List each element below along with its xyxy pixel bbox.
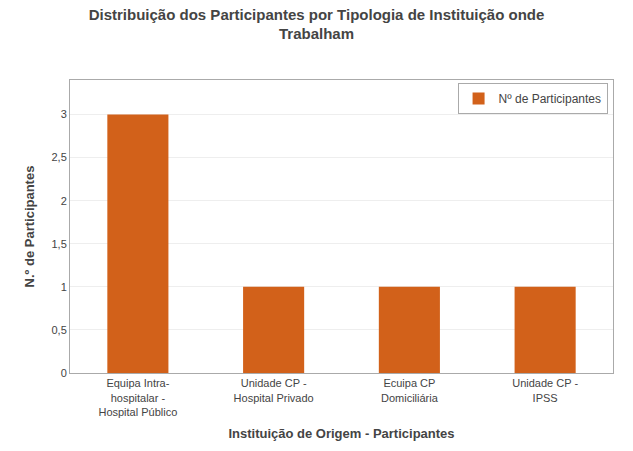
svg-text:0,5: 0,5 (52, 324, 67, 336)
svg-text:Distribuição dos Participantes: Distribuição dos Participantes por Tipol… (89, 6, 545, 43)
svg-text:Equipa Intra-hospitalar -Hospi: Equipa Intra-hospitalar -Hospital Públic… (98, 377, 177, 418)
svg-text:Ecuipa CPDomiciliária: Ecuipa CPDomiciliária (381, 377, 439, 403)
svg-text:N.º de Participantes: N.º de Participantes (22, 166, 37, 288)
svg-text:0: 0 (61, 367, 67, 379)
svg-text:1,5: 1,5 (52, 238, 67, 250)
svg-text:2: 2 (61, 195, 67, 207)
svg-text:2,5: 2,5 (52, 151, 67, 163)
svg-text:1: 1 (61, 281, 67, 293)
svg-text:Instituição de Origem - Partic: Instituição de Origem - Participantes (228, 426, 454, 441)
svg-text:Unidade CP -Hospital Privado: Unidade CP -Hospital Privado (234, 377, 314, 403)
svg-text:Unidade CP -IPSS: Unidade CP -IPSS (512, 377, 578, 403)
svg-text:Nº de Participantes: Nº de Participantes (499, 92, 601, 106)
svg-text:3: 3 (61, 108, 67, 120)
